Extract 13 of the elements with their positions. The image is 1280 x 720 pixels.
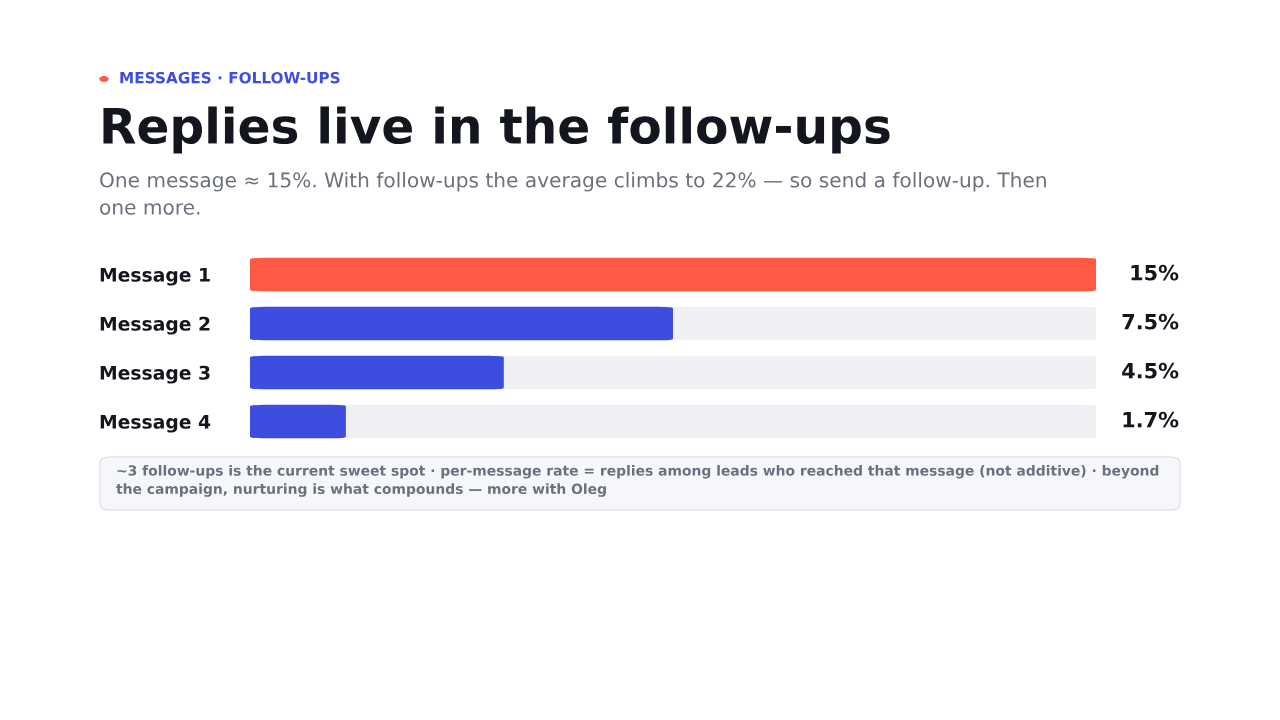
y-tick-label: Message 4 [100, 414, 211, 433]
data-label: 7.5% [1122, 313, 1179, 330]
data-label: 1.7% [1123, 411, 1179, 428]
y-tick-label: Message 2 [100, 316, 210, 335]
data-label: 15% [1131, 264, 1179, 281]
chart-title: Replies live in the follow-ups [103, 106, 890, 154]
chart-subtitle: One message ≈ 15%. With follow-ups the average climbs to 22% — so send a follow-up. Then one more. [100, 172, 1046, 215]
y-tick-label: Message 1 [100, 267, 210, 286]
y-tick-label: Message 3 [100, 365, 210, 384]
text: MESSAGES · FOLLOW-UPS [120, 71, 340, 84]
text: ~3 follow-ups is the current sweet spot · per-message rate = replies among leads who reached that message (not additive) · beyond the campaign, nurturing is what compounds — more with Oleg [116, 465, 1159, 497]
data-label: 4.5% [1122, 362, 1179, 379]
bar [250, 404, 346, 439]
